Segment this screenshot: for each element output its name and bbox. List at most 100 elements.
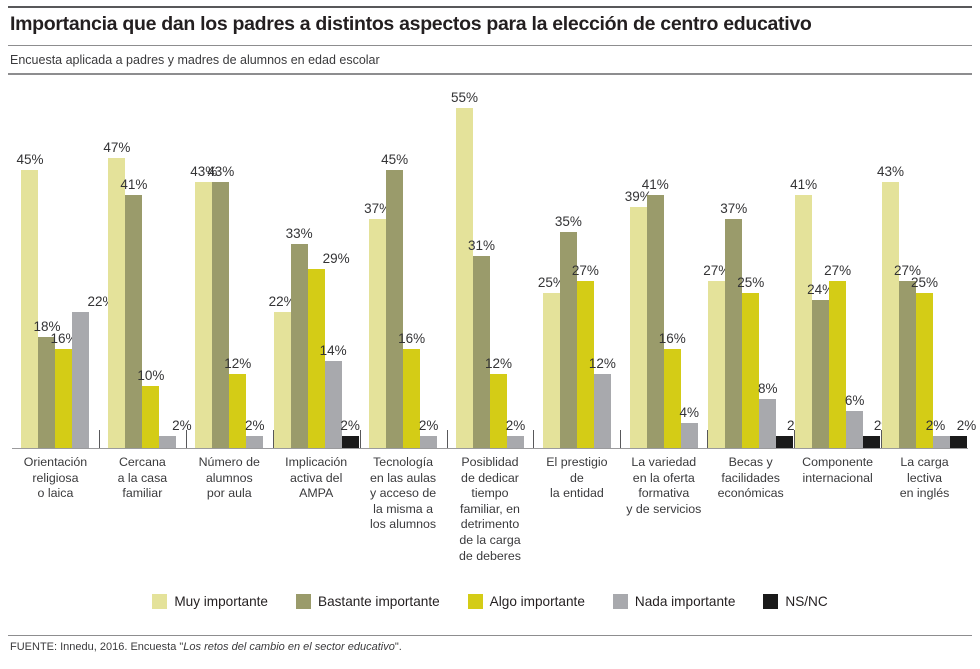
bar[interactable] [21,170,39,448]
bar-column[interactable]: 25% [911,80,938,448]
bar[interactable] [629,207,647,448]
bar-column[interactable]: 27% [572,80,599,448]
bar[interactable] [472,256,490,448]
bar[interactable] [663,349,681,448]
bar[interactable] [290,244,308,448]
bar[interactable] [55,349,73,448]
bar[interactable] [324,361,342,448]
bar-column[interactable]: 27% [824,80,851,448]
bar[interactable] [369,219,387,448]
bar[interactable] [742,293,760,448]
bar-column[interactable]: 22% [269,80,296,448]
bar-column[interactable]: 41% [790,80,817,448]
bar[interactable] [916,293,934,448]
bar[interactable] [795,195,813,448]
bar[interactable] [576,281,594,448]
bar[interactable] [950,436,968,448]
bar-column[interactable]: 41% [642,80,669,448]
bar[interactable] [812,300,830,448]
bar-column[interactable]: 2% [159,80,192,448]
bar-column[interactable]: 25% [737,80,764,448]
bar[interactable] [108,158,126,448]
bar[interactable] [593,374,611,448]
bar-column[interactable]: 2% [419,80,438,448]
bar[interactable] [542,293,560,448]
bar-column[interactable]: 12% [485,80,512,448]
bar[interactable] [212,182,230,448]
legend-item[interactable]: Algo importante [467,593,585,609]
bar-column[interactable]: 2% [340,80,360,448]
bar[interactable] [273,312,291,448]
bar[interactable] [455,108,473,448]
bar-column[interactable]: 45% [16,80,43,448]
bar-column[interactable]: 55% [451,80,478,448]
bar-column[interactable]: 25% [538,80,565,448]
bar-column[interactable]: 2% [950,80,976,448]
bar-column[interactable]: 43% [207,80,234,448]
bar[interactable] [759,399,777,448]
bar-column[interactable]: 43% [190,80,217,448]
bar-column[interactable]: 2% [776,80,806,448]
bar[interactable] [863,436,881,448]
bar-column[interactable]: 16% [659,80,686,448]
bar[interactable] [125,195,143,448]
bar-column[interactable]: 18% [33,80,60,448]
bar-column[interactable]: 27% [894,80,921,448]
bar-column[interactable]: 31% [468,80,495,448]
legend-item[interactable]: NS/NC [763,593,828,609]
bar-column[interactable]: 24% [807,80,834,448]
bar-column[interactable]: 47% [103,80,130,448]
bar[interactable] [142,386,160,448]
bar-column[interactable]: 29% [307,80,350,448]
bar-column[interactable]: 12% [224,80,251,448]
bar-column[interactable]: 22% [72,80,114,448]
bar-column[interactable]: 2% [506,80,525,448]
bar-column[interactable]: 6% [845,80,864,448]
bar[interactable] [559,232,577,448]
bar[interactable] [420,436,438,448]
bar[interactable] [403,349,421,448]
bar[interactable] [680,423,698,448]
bar-column[interactable]: 14% [320,80,347,448]
bar[interactable] [195,182,213,448]
legend-item[interactable]: Bastante importante [296,593,440,609]
bar[interactable] [386,170,404,448]
bar[interactable] [38,337,56,448]
bar[interactable] [506,436,524,448]
bar[interactable] [708,281,726,448]
legend-item[interactable]: Nada importante [612,593,735,609]
bar[interactable] [725,219,743,448]
bar-column[interactable]: 12% [589,80,616,448]
bar[interactable] [933,436,951,448]
bar-column[interactable]: 2% [863,80,893,448]
bar[interactable] [882,182,900,448]
bar-column[interactable]: 37% [364,80,391,448]
bar[interactable] [776,436,794,448]
bar[interactable] [489,374,507,448]
bar-column[interactable]: 37% [720,80,747,448]
bar[interactable] [229,374,247,448]
bar[interactable] [246,436,264,448]
bar[interactable] [899,281,917,448]
legend-item[interactable]: Muy importante [152,593,268,609]
bar-column[interactable]: 39% [625,80,652,448]
bar-column[interactable]: 45% [381,80,408,448]
bar[interactable] [846,411,864,448]
bar-column[interactable]: 2% [926,80,951,448]
bar-column[interactable]: 41% [120,80,147,448]
bar-column[interactable]: 35% [555,80,582,448]
bar[interactable] [307,269,325,448]
bar-column[interactable]: 2% [245,80,265,448]
bar-column[interactable]: 27% [703,80,730,448]
bar-column[interactable]: 10% [137,80,164,448]
bar[interactable] [72,312,90,448]
bar-column[interactable]: 8% [758,80,777,448]
bar[interactable] [159,436,177,448]
bar-column[interactable]: 16% [50,80,77,448]
bar[interactable] [829,281,847,448]
bar-column[interactable]: 16% [398,80,425,448]
bar[interactable] [341,436,359,448]
bar-column[interactable]: 33% [286,80,313,448]
bar-column[interactable]: 4% [680,80,699,448]
bar-column[interactable]: 43% [877,80,904,448]
